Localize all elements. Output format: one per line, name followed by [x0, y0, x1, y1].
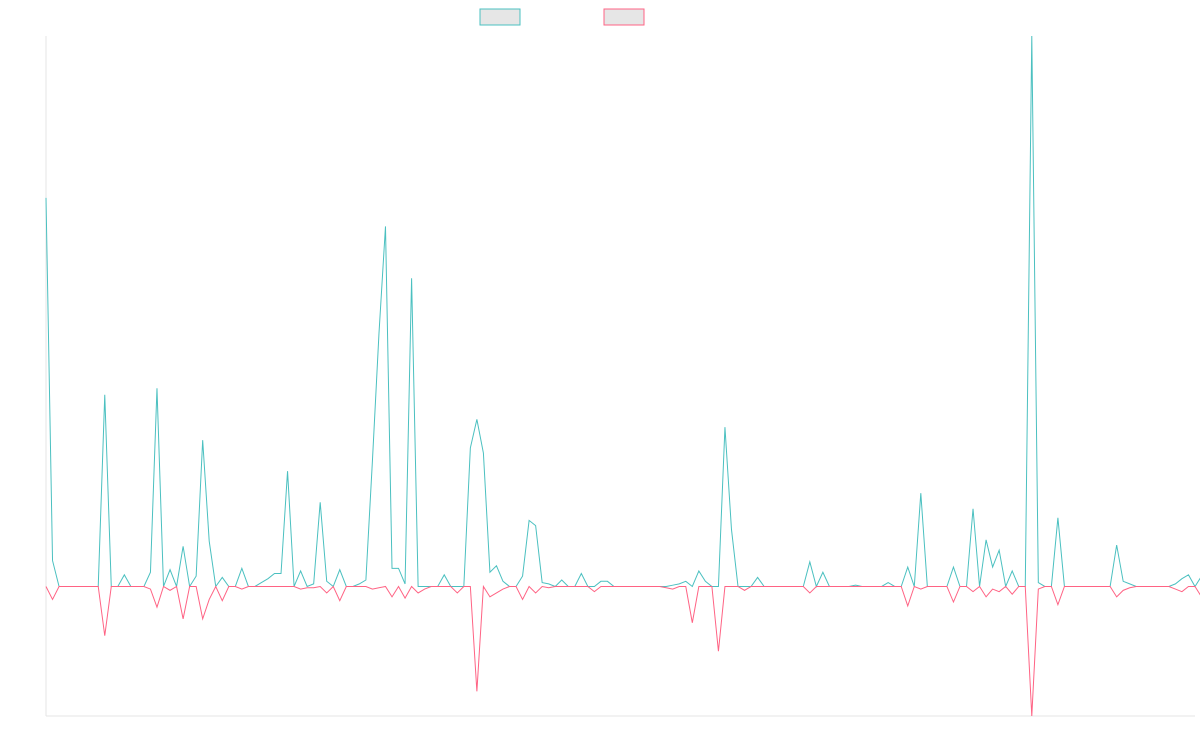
- series-line-2: [45, 584, 1200, 717]
- series-group: [45, 35, 1200, 717]
- legend-swatch-1[interactable]: [479, 8, 521, 26]
- legend: [479, 8, 645, 26]
- legend-swatch-2[interactable]: [603, 8, 645, 26]
- series-line-1: [45, 35, 1200, 589]
